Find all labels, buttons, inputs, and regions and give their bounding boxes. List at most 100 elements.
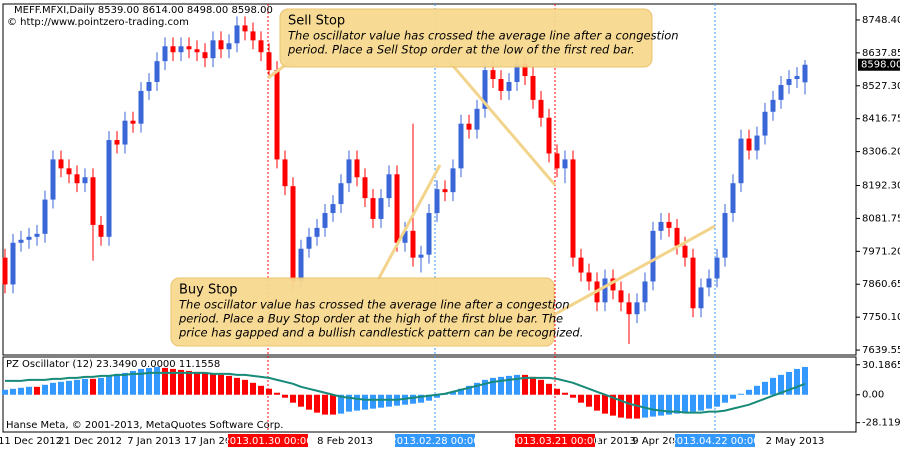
candle-body xyxy=(562,159,568,169)
oscillator-bar xyxy=(554,388,560,395)
callout-text: The oscillator value has crossed the ave… xyxy=(288,29,679,43)
oscillator-bar xyxy=(42,384,48,395)
x-tick-label: 21 Dec 2012 xyxy=(58,436,122,447)
y-tick-label: 7639.55 xyxy=(862,345,900,356)
candle-body xyxy=(658,221,664,231)
candle-body xyxy=(290,186,296,282)
candle-body xyxy=(754,135,760,151)
candle-body xyxy=(402,230,408,243)
candle-body xyxy=(122,120,128,145)
y-tick-label: 7860.65 xyxy=(862,279,900,290)
candle-body xyxy=(554,153,560,169)
oscillator-bar xyxy=(770,377,776,395)
candle-body xyxy=(610,278,616,291)
oscillator-bar xyxy=(250,382,256,395)
oscillator-bar xyxy=(562,392,568,395)
oscillator-bar xyxy=(178,369,184,395)
oscillator-bar xyxy=(738,393,744,395)
y-tick-label: 8416.75 xyxy=(862,114,900,125)
oscillator-bar xyxy=(754,385,760,395)
oscillator-bar xyxy=(506,375,512,395)
oscillator-bar xyxy=(322,394,328,415)
oscillator-bar xyxy=(114,373,120,395)
callout-box xyxy=(170,277,555,347)
callout-pointer xyxy=(376,164,442,281)
candle-body xyxy=(674,227,680,246)
candle-body xyxy=(202,52,208,59)
marker-label: 2013.04.22 00:00 xyxy=(670,436,759,447)
oscillator-bar xyxy=(786,371,792,395)
oscillator-bar xyxy=(138,368,144,395)
candle-body xyxy=(466,123,472,130)
candle-body xyxy=(418,254,424,258)
oscillator-bar xyxy=(378,394,384,408)
oscillator-bar xyxy=(66,380,72,395)
y-tick-label: 8306.20 xyxy=(862,147,900,158)
candle-body xyxy=(650,230,656,282)
oscillator-bar xyxy=(658,394,664,416)
candle-body xyxy=(274,70,280,160)
candle-body xyxy=(634,302,640,315)
oscillator-bar xyxy=(530,376,536,395)
candle-body xyxy=(226,43,232,50)
callout-text: period. Place a Sell Stop order at the l… xyxy=(287,43,635,57)
guides xyxy=(267,4,716,432)
candle-body xyxy=(330,204,336,213)
candle-body xyxy=(642,281,648,303)
last-price-box xyxy=(858,58,900,71)
oscillator-bar xyxy=(682,394,688,413)
candle-body xyxy=(50,159,56,200)
x-tick-label: 17 Jan 2013 xyxy=(184,436,244,447)
candle-body xyxy=(314,227,320,237)
oscillator-bar xyxy=(242,379,248,395)
oscillator-bar xyxy=(618,394,624,418)
candle-body xyxy=(794,76,800,80)
oscillator-bar xyxy=(98,377,104,395)
candle-body xyxy=(58,159,64,169)
labels: MEFF.MFXI,Daily 8539.00 8614.00 8498.00 … xyxy=(0,5,900,447)
oscillator-bar xyxy=(330,394,336,415)
candle-body xyxy=(626,302,632,315)
y-tick-label: 7750.10 xyxy=(862,312,900,323)
x-tick-label: 7 Jan 2013 xyxy=(127,436,181,447)
candle-body xyxy=(178,46,184,53)
oscillator-bar xyxy=(154,366,160,395)
oscillator-bar xyxy=(122,372,128,395)
candle-body xyxy=(450,168,456,193)
x-tick-label: 9 Apr 2013 xyxy=(632,436,687,447)
callout-text: The oscillator value has crossed the ave… xyxy=(179,298,570,312)
oscillator-bar xyxy=(282,394,288,398)
candle-body xyxy=(258,40,264,53)
footer: Hanse Meta, © 2001-2013, MetaQuotes Soft… xyxy=(6,420,283,431)
oscillator-bar xyxy=(298,394,304,407)
callout-pointer xyxy=(547,224,716,320)
candle-body xyxy=(322,212,328,228)
candle-body xyxy=(370,198,376,219)
candle-body xyxy=(154,61,160,82)
candle-body xyxy=(42,199,48,234)
callout-title: Sell Stop xyxy=(288,14,345,29)
candle-body xyxy=(210,40,216,59)
oscillator-bar xyxy=(186,370,192,395)
candle-body xyxy=(690,257,696,309)
y-tick-label: 8192.30 xyxy=(862,181,900,192)
oscillator-bar xyxy=(450,391,456,395)
oscillator-bar xyxy=(2,389,8,395)
candle-body xyxy=(146,82,152,91)
oscillator-bar xyxy=(370,394,376,409)
y-tick-label: 8527.30 xyxy=(862,81,900,92)
candle-body xyxy=(386,174,392,199)
oscillator-bar xyxy=(306,394,312,410)
candle-body xyxy=(426,212,432,255)
oscillator-bar xyxy=(594,394,600,411)
oscillator-bar xyxy=(50,382,56,395)
candle-body xyxy=(506,82,512,91)
marks xyxy=(2,16,808,419)
candle-body xyxy=(682,245,688,258)
candle-body xyxy=(434,189,440,213)
oscillator-bar xyxy=(602,394,608,414)
oscillator-bar xyxy=(170,368,176,395)
candle-body xyxy=(514,64,520,82)
marker-box xyxy=(228,434,308,447)
